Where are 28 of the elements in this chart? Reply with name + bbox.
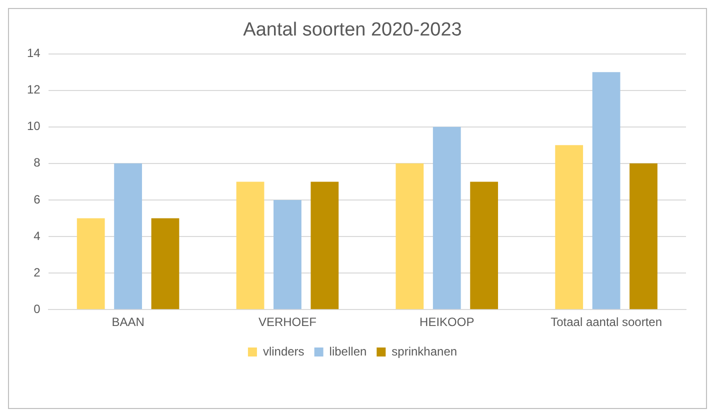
bar: [432, 126, 461, 310]
y-tick-label: 6: [34, 192, 41, 206]
bar: [630, 163, 658, 310]
y-tick-label: 4: [34, 228, 41, 243]
bar: [396, 163, 424, 310]
x-tick-label: VERHOEF: [258, 315, 316, 330]
y-tick-label: 8: [34, 156, 41, 170]
bar: [76, 218, 105, 310]
bar: [470, 182, 498, 310]
legend-label: vlinders: [262, 344, 304, 358]
y-tick-label: 10: [26, 119, 41, 134]
legend-label: sprinkhanen: [392, 344, 458, 358]
x-tick-label: HEIKOOP: [420, 315, 474, 330]
chart-title: Aantal soorten 2020-2023: [243, 20, 462, 41]
y-tick-label: 0: [34, 302, 41, 316]
bar: [151, 218, 180, 310]
legend-label: libellen: [329, 344, 367, 358]
y-tick-label: 2: [34, 265, 41, 280]
y-tick-label: 12: [26, 82, 41, 97]
bar: [310, 182, 339, 310]
bar: [114, 163, 142, 310]
x-tick-label: Totaal aantal soorten: [550, 315, 662, 330]
bar: [555, 145, 584, 310]
y-tick-label: 14: [26, 46, 41, 60]
bar: [592, 72, 620, 310]
bar: [236, 182, 264, 310]
bar: [274, 200, 302, 310]
x-tick-label: BAAN: [112, 315, 144, 330]
